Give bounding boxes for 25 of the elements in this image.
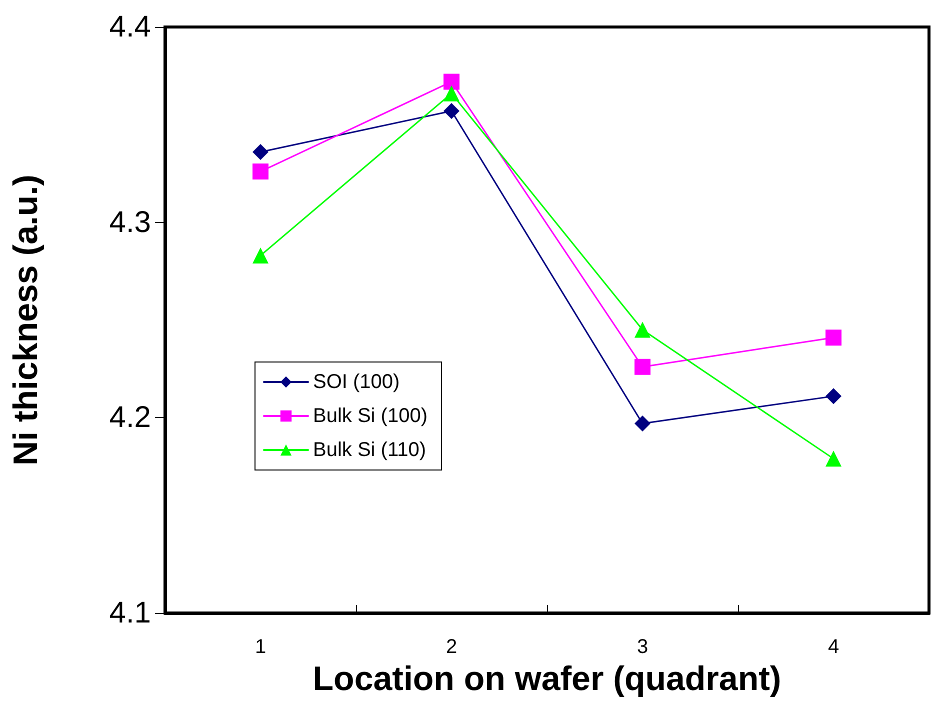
point [444, 102, 460, 119]
y-axis-title: Ni thickness (a.u.) [7, 174, 45, 466]
y-tick-label: 4.4 [109, 10, 151, 44]
x-tick-label: 1 [254, 636, 266, 658]
legend-label: Bulk Si (100) [313, 405, 428, 427]
point [634, 416, 650, 432]
legend-label: Bulk Si (110) [313, 439, 426, 461]
legend-label: SOI (100) [313, 371, 400, 393]
y-tick-label: 4.1 [109, 596, 151, 630]
point [252, 164, 268, 180]
point [826, 450, 842, 467]
point [444, 85, 460, 102]
point [252, 144, 268, 160]
x-tick-label: 2 [446, 636, 458, 658]
point [252, 248, 268, 264]
point [826, 388, 842, 404]
point [826, 330, 842, 346]
x-axis-title: Location on wafer (quadrant) [312, 660, 782, 698]
point [444, 74, 460, 90]
x-tick-label: 4 [828, 636, 840, 658]
point [634, 322, 650, 338]
y-tick-label: 4.2 [109, 401, 151, 434]
point [634, 358, 650, 375]
x-tick-label: 3 [636, 636, 648, 658]
y-tick-label: 4.3 [109, 206, 151, 239]
